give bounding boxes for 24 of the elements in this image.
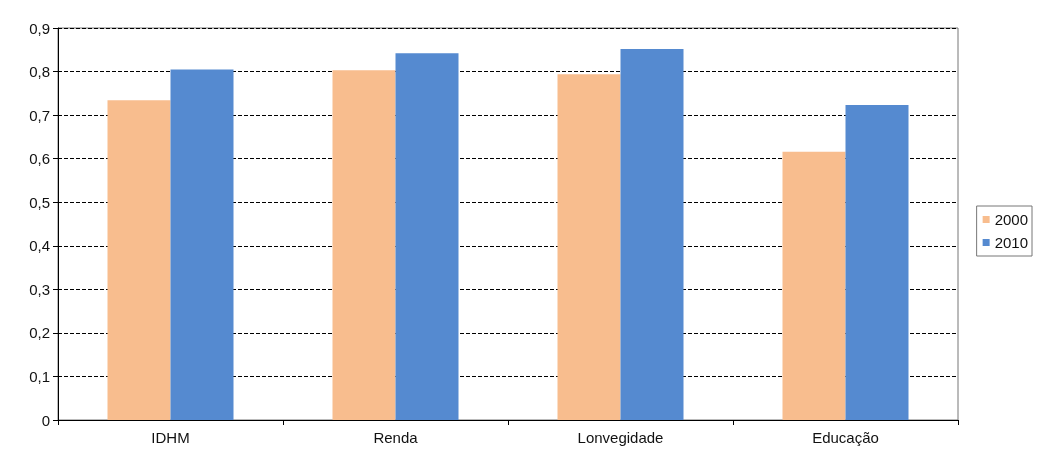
bar [782, 151, 846, 420]
bar [620, 48, 684, 420]
x-tick-label: Educação [812, 429, 879, 446]
y-tick-label: 0,3 [29, 280, 50, 298]
y-tick-label: 0,8 [29, 63, 50, 81]
y-tick-label: 0,7 [29, 106, 50, 124]
bar [557, 74, 621, 420]
x-tick-label: Lonvegidade [577, 429, 664, 446]
y-tick-label: 0,2 [29, 324, 50, 342]
y-tick-label: 0 [41, 411, 50, 429]
bar [170, 69, 234, 420]
x-tick-label: IDHM [151, 429, 190, 446]
y-tick-label: 0,1 [29, 367, 50, 385]
y-tick-label: 0,5 [29, 193, 50, 211]
y-tick-label: 0,6 [29, 150, 50, 168]
legend-label: 2010 [994, 234, 1029, 251]
legend-label: 2000 [994, 211, 1029, 228]
y-tick-label: 0,9 [29, 19, 50, 37]
bar [845, 105, 909, 420]
x-tick-label: Renda [373, 429, 419, 446]
bar [332, 70, 396, 420]
y-tick-label: 0,4 [29, 237, 50, 255]
bar [395, 53, 459, 420]
bar [107, 100, 171, 420]
